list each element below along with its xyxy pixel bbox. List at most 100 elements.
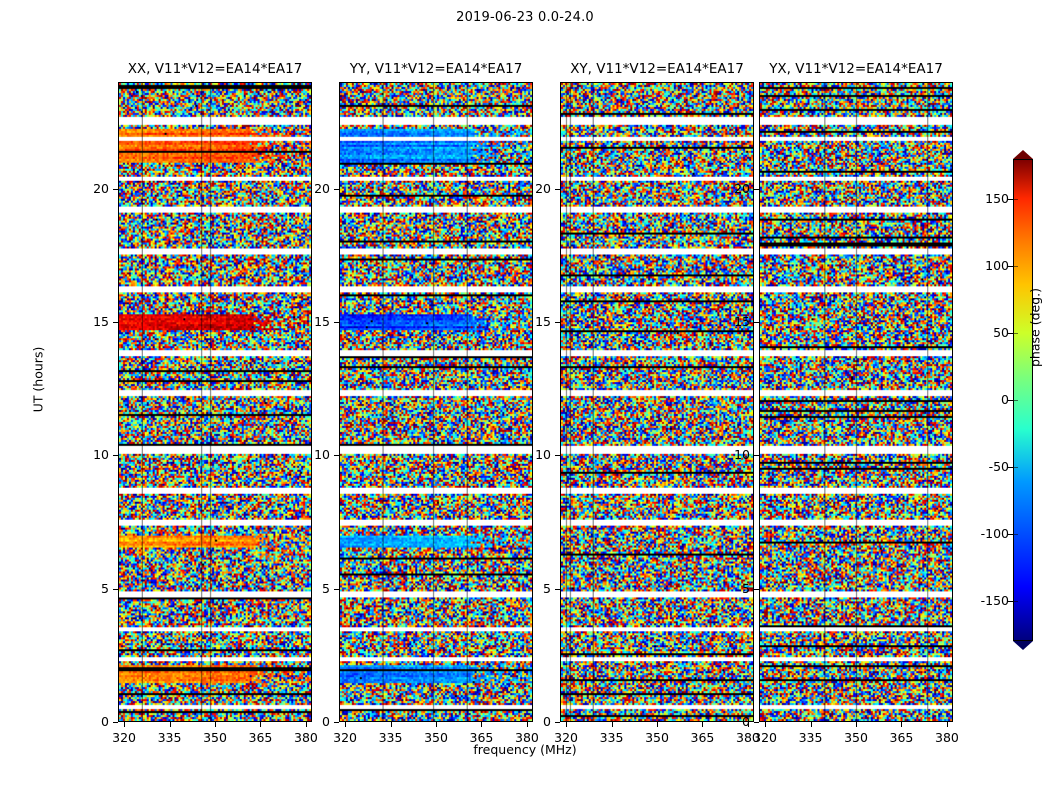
y-tick-label: 15	[93, 314, 109, 329]
y-tick-label: 0	[322, 714, 330, 729]
x-tick-mark	[702, 722, 704, 727]
colorbar-label: phase (deg.)	[1027, 288, 1043, 367]
x-tick-mark	[345, 722, 347, 727]
x-tick-mark	[305, 722, 307, 727]
x-tick-mark	[436, 722, 437, 727]
colorbar-tick-mark-inner	[1013, 199, 1018, 201]
x-tick-mark	[810, 722, 812, 727]
heatmap-panel-xy[interactable]	[560, 82, 754, 722]
x-tick-mark	[765, 722, 767, 727]
y-tick-mark	[754, 322, 759, 323]
colorbar-tick-mark	[1008, 600, 1013, 602]
y-tick-label: 20	[314, 180, 330, 196]
x-tick-mark	[481, 722, 483, 727]
colorbar-tick-mark-inner	[1013, 466, 1018, 468]
panel-title-xy: XY, V11*V12=EA14*EA17	[570, 61, 744, 77]
x-tick-mark	[566, 722, 568, 727]
colorbar-tick-label: -50	[988, 458, 1009, 474]
heatmap-panel-yx[interactable]	[759, 82, 953, 722]
x-tick-mark	[856, 722, 857, 727]
y-tick-label: 15	[314, 314, 330, 329]
x-tick-label: 350	[203, 730, 227, 745]
y-tick-label: 20	[93, 180, 109, 196]
colorbar-tick-mark	[1008, 533, 1013, 535]
x-tick-label: 365	[889, 730, 914, 745]
y-tick-label: 10	[93, 447, 109, 463]
x-tick-mark	[215, 722, 216, 727]
x-tick-label: 320	[333, 730, 357, 745]
y-tick-label: 15	[535, 314, 551, 329]
colorbar-tick-mark	[1008, 333, 1013, 335]
colorbar-tick-label: 0	[1001, 392, 1009, 407]
y-tick-label: 0	[742, 714, 750, 729]
panel-title-yx: YX, V11*V12=EA14*EA17	[769, 61, 943, 77]
y-tick-mark	[754, 455, 759, 457]
x-tick-label: 365	[248, 730, 273, 745]
x-tick-label: 350	[424, 730, 448, 745]
heatmap-panel-xx[interactable]	[118, 82, 312, 722]
x-tick-label: 320	[753, 730, 777, 745]
heatmap-image-yx	[760, 83, 952, 721]
colorbar-tick-label: 150	[985, 191, 1009, 207]
colorbar-extend-top-icon	[1013, 150, 1033, 159]
heatmap-image-xy	[561, 83, 753, 721]
y-tick-label: 20	[734, 180, 750, 196]
colorbar-tick-mark	[1008, 199, 1013, 201]
x-tick-label: 335	[599, 730, 624, 745]
colorbar-tick-mark	[1008, 400, 1013, 401]
colorbar[interactable]: 150 100 50 0 -50 -100 -150	[981, 150, 1033, 650]
colorbar-tick-mark-inner	[1013, 266, 1018, 268]
colorbar-tick-label: -150	[980, 592, 1009, 608]
y-tick-label: 5	[322, 580, 330, 596]
colorbar-tick-mark-inner	[1013, 333, 1018, 335]
panel-title-yy: YY, V11*V12=EA14*EA17	[349, 61, 523, 77]
x-tick-mark	[526, 722, 528, 727]
heatmap-image-xx	[119, 83, 311, 721]
x-tick-label: 320	[112, 730, 136, 745]
y-tick-label: 15	[734, 314, 750, 329]
x-tick-mark	[657, 722, 658, 727]
y-tick-label: 0	[101, 714, 109, 729]
x-tick-label: 320	[554, 730, 578, 745]
y-tick-mark	[113, 455, 118, 457]
y-tick-mark	[555, 322, 560, 323]
y-tick-label: 20	[535, 180, 551, 196]
y-tick-mark	[555, 588, 560, 590]
y-tick-mark	[334, 322, 339, 323]
heatmap-panel-yy[interactable]	[339, 82, 533, 722]
panel-title-xx: XX, V11*V12=EA14*EA17	[127, 61, 303, 77]
x-tick-mark	[901, 722, 903, 727]
y-tick-mark	[754, 188, 759, 190]
x-tick-mark	[260, 722, 262, 727]
figure-suptitle: 2019-06-23 0.0-24.0	[456, 10, 594, 25]
x-tick-mark	[124, 722, 126, 727]
y-tick-mark	[334, 722, 339, 723]
heatmap-image-yy	[340, 83, 532, 721]
x-tick-mark	[747, 722, 749, 727]
x-tick-label: 380	[935, 730, 959, 745]
colorbar-tick-label: 100	[985, 258, 1009, 274]
y-tick-label: 5	[543, 580, 551, 596]
x-tick-label: 365	[469, 730, 494, 745]
x-tick-label: 335	[378, 730, 403, 745]
colorbar-tick-mark-inner	[1013, 600, 1018, 602]
y-tick-label: 10	[535, 447, 551, 463]
colorbar-tick-label: -100	[980, 525, 1009, 541]
colorbar-tick-mark	[1008, 466, 1013, 468]
y-tick-mark	[113, 588, 118, 590]
y-axis-label: UT (hours)	[30, 346, 46, 413]
y-tick-mark	[555, 455, 560, 457]
y-tick-label: 10	[734, 447, 750, 463]
y-tick-mark	[754, 722, 759, 723]
x-tick-label: 380	[736, 730, 760, 745]
x-tick-label: 335	[157, 730, 182, 745]
x-tick-label: 380	[515, 730, 539, 745]
colorbar-tick-mark-inner	[1013, 533, 1018, 535]
x-tick-mark	[390, 722, 392, 727]
y-tick-mark	[334, 588, 339, 590]
y-tick-label: 10	[314, 447, 330, 463]
y-tick-mark	[334, 455, 339, 457]
x-tick-mark	[946, 722, 948, 727]
y-tick-mark	[555, 722, 560, 723]
